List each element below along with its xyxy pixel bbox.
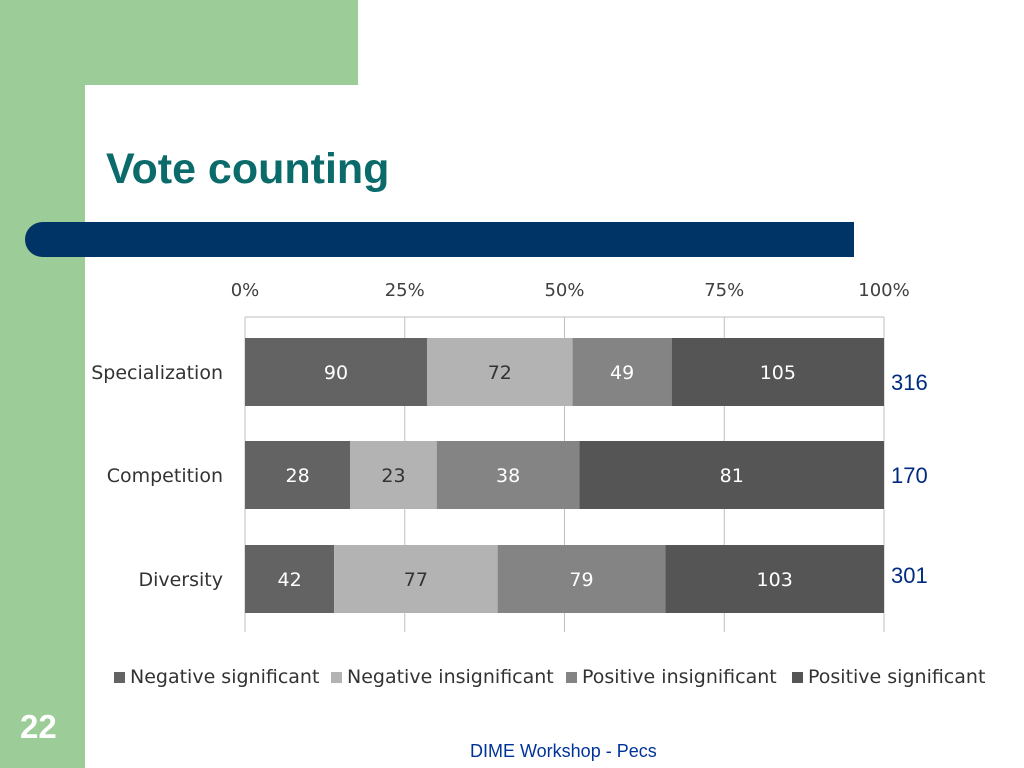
legend-label-0: Negative significant (130, 666, 319, 688)
data-label-0-3: 105 (760, 362, 796, 384)
data-label-0-2: 49 (610, 362, 634, 384)
footer-text: DIME Workshop - Pecs (470, 741, 657, 761)
data-label-2-1: 77 (404, 569, 428, 591)
bar-1-1 (350, 441, 437, 509)
bar-0-2 (572, 338, 672, 406)
data-label-0-1: 72 (488, 362, 512, 384)
data-label-1-0: 28 (286, 465, 310, 487)
data-label-2-3: 103 (757, 569, 793, 591)
data-label-2-0: 42 (277, 569, 301, 591)
legend-label-2: Positive insignificant (582, 666, 777, 688)
data-label-1-3: 81 (720, 465, 744, 487)
x-tick-label-2: 50% (544, 280, 584, 301)
data-label-0-0: 90 (324, 362, 348, 384)
data-label-1-1: 23 (381, 465, 405, 487)
bar-1-2 (436, 441, 580, 509)
total-label-diversity: 301 (891, 563, 928, 588)
left-green-band (0, 0, 85, 768)
total-label-specialization: 316 (891, 370, 928, 395)
x-tick-label-4: 100% (858, 280, 909, 301)
x-tick-label-0: 0% (231, 280, 260, 301)
bar-2-3 (665, 545, 884, 613)
legend-swatch-0 (114, 672, 125, 683)
top-green-band (0, 0, 358, 85)
bar-2-2 (497, 545, 666, 613)
category-label-1: Competition (107, 465, 223, 487)
legend-swatch-2 (566, 672, 577, 683)
bar-2-0 (245, 545, 335, 613)
category-label-2: Diversity (138, 569, 223, 591)
legend-swatch-3 (792, 672, 803, 683)
legend-label-1: Negative insignificant (347, 666, 554, 688)
bar-2-1 (334, 545, 498, 613)
slide-title: Vote counting (106, 145, 390, 193)
bar-0-1 (426, 338, 573, 406)
legend-swatch-1 (331, 672, 342, 683)
legend-label-3: Positive significant (808, 666, 985, 688)
content-card (85, 85, 1024, 768)
x-tick-label-1: 25% (385, 280, 425, 301)
x-tick-label-3: 75% (704, 280, 744, 301)
bar-0-0 (245, 338, 427, 406)
bar-0-3 (671, 338, 884, 406)
bar-1-3 (579, 441, 884, 509)
total-label-competition: 170 (891, 463, 928, 488)
data-label-1-2: 38 (496, 465, 520, 487)
data-label-2-2: 79 (569, 569, 593, 591)
bar-1-0 (245, 441, 351, 509)
category-label-0: Specialization (91, 362, 223, 384)
slide-number: 22 (20, 708, 57, 745)
title-underline-bar (25, 222, 854, 257)
